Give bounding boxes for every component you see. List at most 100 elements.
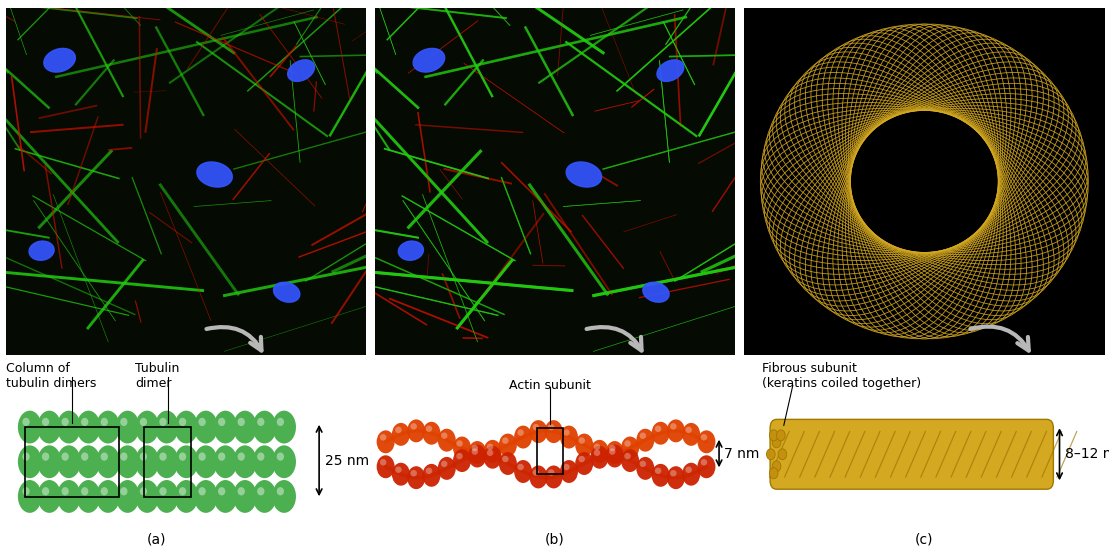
Ellipse shape: [438, 429, 456, 452]
Ellipse shape: [253, 480, 276, 513]
Text: Tubulin
dimer: Tubulin dimer: [135, 362, 180, 390]
Ellipse shape: [548, 469, 554, 476]
Ellipse shape: [174, 445, 199, 478]
Ellipse shape: [155, 480, 179, 513]
Ellipse shape: [42, 453, 49, 461]
Ellipse shape: [545, 465, 562, 489]
Ellipse shape: [61, 418, 69, 426]
Ellipse shape: [637, 429, 654, 452]
Ellipse shape: [81, 487, 89, 495]
Ellipse shape: [609, 445, 615, 452]
Ellipse shape: [140, 418, 147, 426]
Ellipse shape: [452, 437, 471, 459]
Ellipse shape: [685, 427, 692, 433]
Ellipse shape: [567, 162, 601, 187]
Ellipse shape: [698, 430, 715, 453]
Ellipse shape: [654, 425, 661, 432]
Ellipse shape: [61, 487, 69, 495]
Ellipse shape: [895, 166, 954, 197]
Ellipse shape: [779, 449, 786, 460]
Bar: [537, 428, 563, 474]
Ellipse shape: [621, 437, 639, 459]
Ellipse shape: [253, 445, 276, 478]
Ellipse shape: [698, 455, 715, 478]
Text: 7 nm: 7 nm: [724, 447, 760, 461]
Ellipse shape: [135, 480, 159, 513]
Ellipse shape: [410, 470, 417, 476]
Ellipse shape: [38, 480, 61, 513]
Ellipse shape: [253, 411, 276, 444]
Ellipse shape: [624, 453, 631, 459]
Text: Column of
tubulin dimers: Column of tubulin dimers: [7, 362, 96, 390]
Ellipse shape: [502, 456, 509, 462]
Ellipse shape: [237, 453, 245, 461]
Ellipse shape: [576, 434, 593, 456]
Ellipse shape: [155, 445, 179, 478]
Ellipse shape: [654, 468, 661, 474]
Ellipse shape: [456, 440, 462, 447]
Ellipse shape: [140, 487, 147, 495]
Ellipse shape: [377, 455, 395, 478]
Ellipse shape: [287, 60, 315, 81]
Ellipse shape: [29, 241, 54, 260]
Ellipse shape: [272, 480, 296, 513]
Ellipse shape: [57, 480, 81, 513]
Ellipse shape: [772, 461, 781, 471]
Ellipse shape: [96, 445, 120, 478]
Ellipse shape: [471, 448, 478, 455]
Ellipse shape: [529, 420, 548, 443]
Ellipse shape: [529, 465, 548, 489]
Ellipse shape: [456, 453, 462, 459]
Ellipse shape: [277, 418, 284, 426]
Ellipse shape: [652, 464, 670, 487]
Ellipse shape: [272, 445, 296, 478]
Ellipse shape: [115, 445, 140, 478]
Ellipse shape: [621, 449, 639, 472]
Ellipse shape: [81, 418, 89, 426]
Ellipse shape: [391, 463, 410, 486]
Ellipse shape: [657, 60, 684, 81]
Ellipse shape: [194, 480, 217, 513]
Ellipse shape: [515, 425, 532, 449]
Ellipse shape: [499, 452, 517, 475]
Ellipse shape: [218, 487, 225, 495]
Ellipse shape: [380, 459, 386, 465]
Ellipse shape: [199, 453, 206, 461]
Ellipse shape: [120, 487, 128, 495]
Ellipse shape: [194, 411, 217, 444]
Ellipse shape: [237, 418, 245, 426]
Ellipse shape: [545, 420, 562, 443]
Ellipse shape: [233, 480, 257, 513]
Ellipse shape: [548, 424, 554, 430]
Text: (c): (c): [915, 532, 934, 546]
Ellipse shape: [515, 460, 532, 483]
Ellipse shape: [179, 418, 186, 426]
Ellipse shape: [160, 453, 166, 461]
Ellipse shape: [96, 411, 120, 444]
Ellipse shape: [155, 411, 179, 444]
Ellipse shape: [257, 487, 264, 495]
Ellipse shape: [593, 444, 600, 450]
Ellipse shape: [423, 464, 440, 487]
Ellipse shape: [499, 434, 517, 456]
Ellipse shape: [120, 453, 128, 461]
Ellipse shape: [772, 437, 781, 448]
Ellipse shape: [563, 429, 570, 436]
Ellipse shape: [233, 411, 257, 444]
Ellipse shape: [590, 440, 609, 463]
Ellipse shape: [487, 449, 494, 456]
Text: Actin subunit: Actin subunit: [509, 379, 591, 392]
Ellipse shape: [44, 48, 75, 72]
Ellipse shape: [77, 480, 100, 513]
Ellipse shape: [395, 427, 401, 433]
Ellipse shape: [199, 487, 206, 495]
Ellipse shape: [214, 445, 237, 478]
Text: (a): (a): [147, 532, 166, 546]
Ellipse shape: [484, 446, 501, 469]
Ellipse shape: [218, 418, 225, 426]
Bar: [26, 427, 119, 496]
Ellipse shape: [395, 466, 401, 473]
Ellipse shape: [670, 470, 676, 476]
Ellipse shape: [652, 422, 670, 445]
Ellipse shape: [518, 429, 523, 436]
